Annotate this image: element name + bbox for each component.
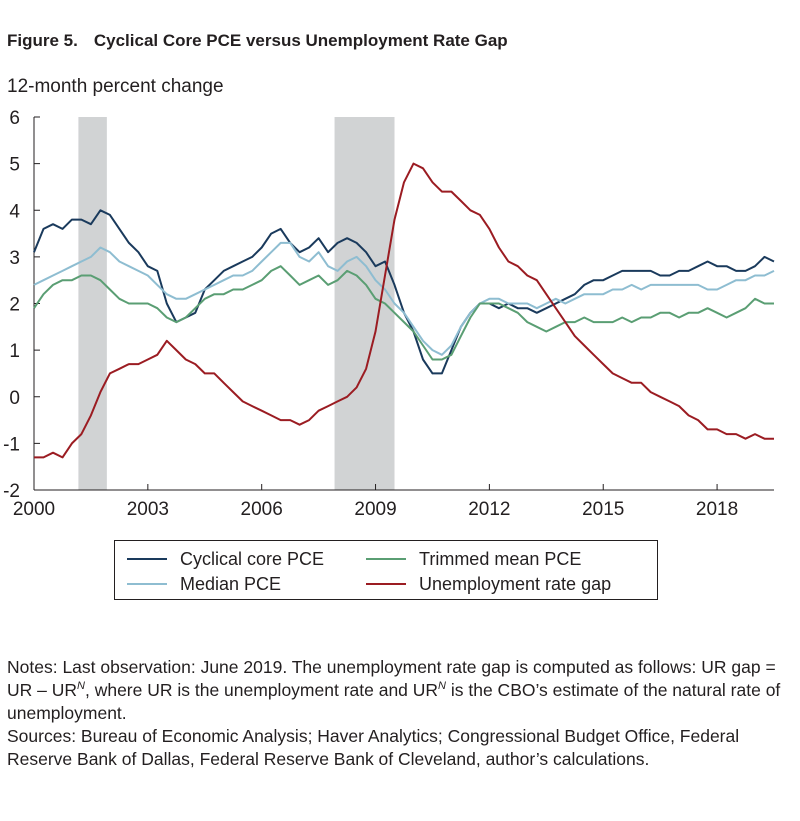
x-tick-label: 2015 xyxy=(582,499,624,520)
series-line-median xyxy=(33,241,775,356)
legend-label-trimmed: Trimmed mean PCE xyxy=(419,548,582,569)
recession-bands xyxy=(78,117,395,490)
notes-part-3: is the CBO’s estimate of the natural rat… xyxy=(7,680,781,723)
recession-band-0 xyxy=(78,117,107,490)
series-lines xyxy=(33,162,775,459)
x-tick-label: 2006 xyxy=(241,499,283,520)
notes-superscript-2: N xyxy=(438,680,446,693)
figure-title-text: Cyclical Core PCE versus Unemployment Ra… xyxy=(93,31,508,50)
notes-part-1: Notes: Last observation: June 2019. The … xyxy=(7,657,776,700)
notes-part-2: , where UR is the unemployment rate and … xyxy=(84,680,439,700)
x-tick-label: 2000 xyxy=(13,499,55,520)
notes-block: Notes: Last observation: June 2019. The … xyxy=(7,656,793,771)
x-tick-label: 2012 xyxy=(468,499,510,520)
x-tick-label: 2009 xyxy=(354,499,396,520)
legend-item-median: Median PCE xyxy=(127,573,281,595)
y-tick-label: 1 xyxy=(9,341,20,362)
line-chart: -2 -1 0 1 2 3 4 5 6 2000 2003 2006 2009 2012 2015 2018 xyxy=(3,108,775,520)
legend-item-trimmed: Trimmed mean PCE xyxy=(366,548,581,570)
series-line-gap xyxy=(34,162,774,459)
legend-swatch-gap xyxy=(366,583,406,585)
legend-swatch-trimmed xyxy=(366,558,406,560)
figure-title: Figure 5. Cyclical Core PCE versus Unempl… xyxy=(7,31,508,51)
y-tick-label: 0 xyxy=(9,388,20,409)
notes-text: Notes: Last observation: June 2019. The … xyxy=(7,656,793,725)
y-tick-label: 4 xyxy=(9,201,20,222)
legend: Cyclical core PCE Median PCE Trimmed mea… xyxy=(114,540,658,600)
legend-swatch-median xyxy=(127,583,167,585)
y-tick-label: 3 xyxy=(9,248,20,269)
y-tick-label: 2 xyxy=(9,295,20,316)
legend-swatch-cyclical xyxy=(127,558,167,560)
sources-text: Sources: Bureau of Economic Analysis; Ha… xyxy=(7,726,740,769)
y-tick-label: -2 xyxy=(3,481,20,502)
legend-item-cyclical: Cyclical core PCE xyxy=(127,548,324,570)
series-line-cyclical xyxy=(33,209,775,375)
y-tick-label: -1 xyxy=(3,434,20,455)
figure-number: Figure 5. xyxy=(7,31,78,50)
series-line-trimmed xyxy=(33,265,774,361)
y-tick-label: 5 xyxy=(9,155,20,176)
x-tick-label: 2018 xyxy=(696,499,738,520)
legend-label-median: Median PCE xyxy=(180,573,282,594)
legend-label-cyclical: Cyclical core PCE xyxy=(180,548,325,569)
legend-item-gap: Unemployment rate gap xyxy=(366,573,611,595)
y-axis-unit-label: 12-month percent change xyxy=(7,76,224,97)
notes-superscript-1: N xyxy=(77,680,85,693)
legend-label-gap: Unemployment rate gap xyxy=(419,573,612,594)
y-tick-label: 6 xyxy=(9,108,20,129)
x-tick-label: 2003 xyxy=(127,499,169,520)
axes: -2 -1 0 1 2 3 4 5 6 2000 2003 2006 2009 2012 2015 2018 xyxy=(3,108,774,520)
